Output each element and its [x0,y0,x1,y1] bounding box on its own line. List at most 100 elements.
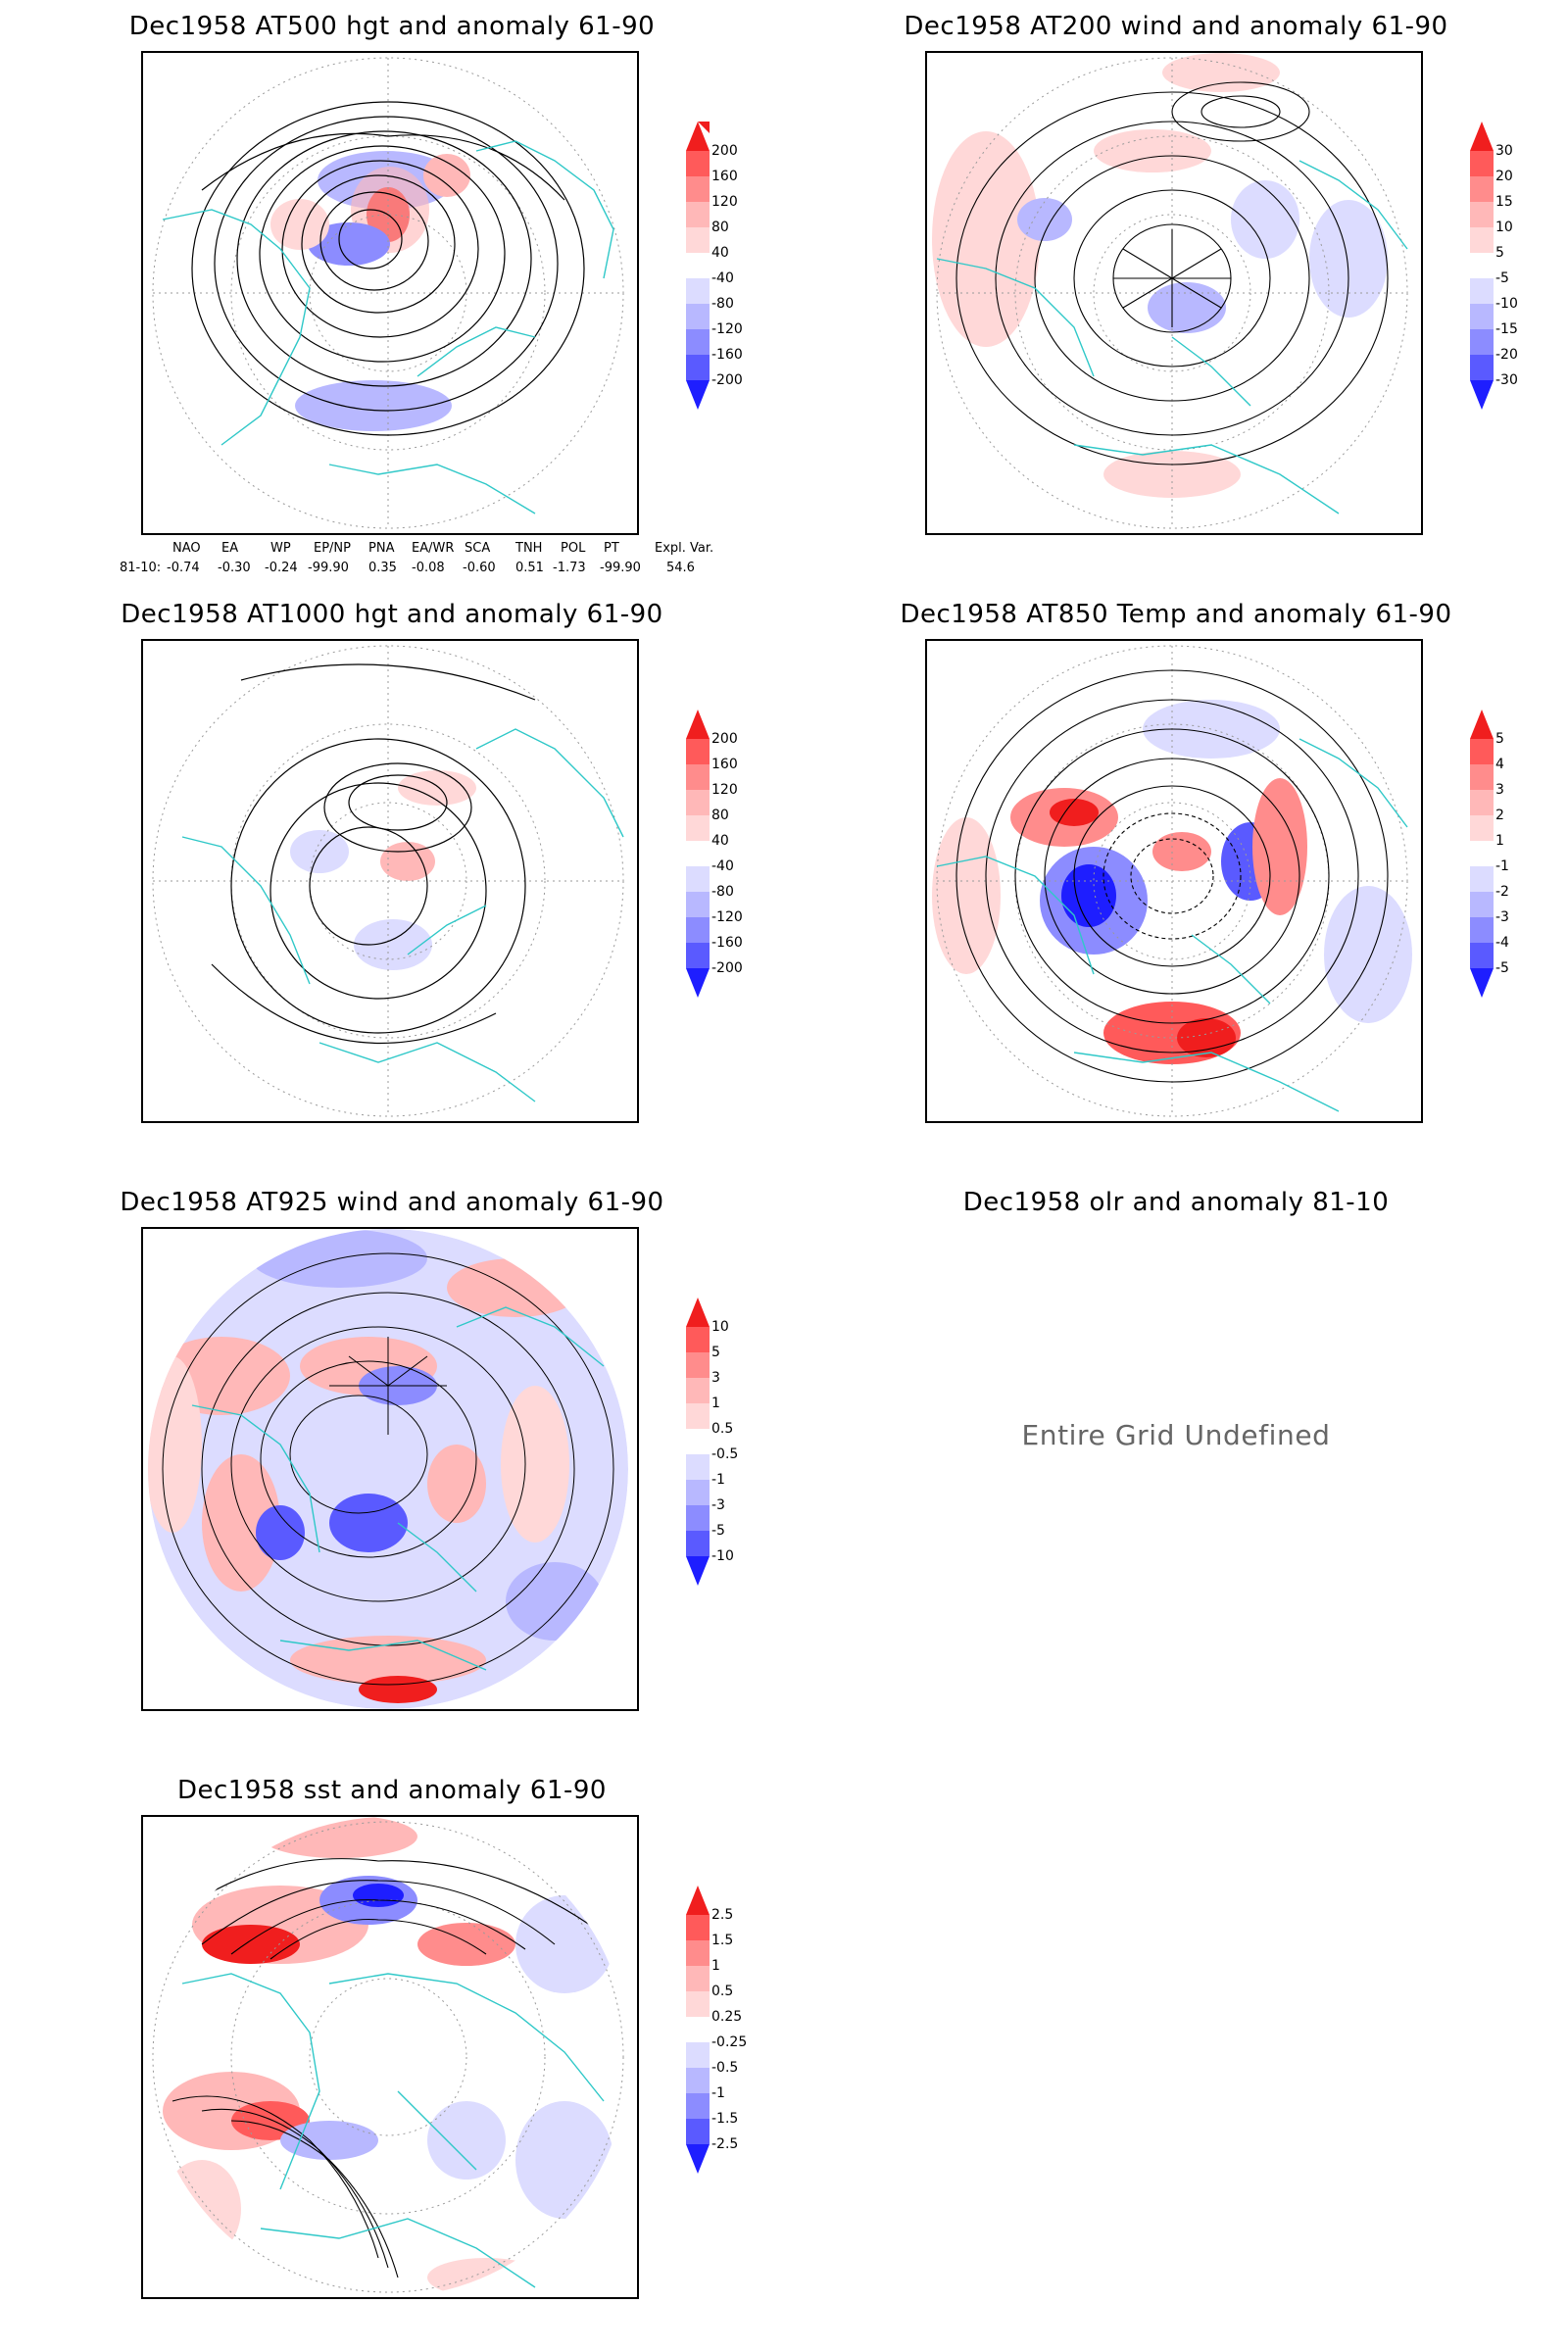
panel-title: Dec1958 sst and anomaly 61-90 [177,1776,607,1805]
map-frame [925,639,1423,1123]
colorbar: 200 160 120 80 40 -40 -80 -120 -160 -200 [686,122,794,445]
colorbar-label: -0.25 [711,2034,748,2050]
colorbar-label: 3 [711,1370,720,1386]
colorbar-label: -15 [1495,321,1518,337]
index-header: EA/WR [412,541,455,556]
colorbar-label: -1 [1495,858,1509,874]
colorbar-label: 5 [711,1345,720,1360]
colorbar-swatches [686,710,710,998]
colorbar-label: -3 [1495,909,1509,925]
colorbar-swatches [686,122,710,410]
colorbar-swatches [686,1298,710,1586]
colorbar-label: -200 [711,372,743,388]
map-frame [925,51,1423,535]
colorbar-label: 80 [711,808,729,823]
colorbar-label: 160 [711,757,738,772]
polar-map [152,1817,624,2297]
index-header: EA [221,541,239,556]
temperature-contours [956,669,1389,1083]
colorbar-label: -200 [711,960,743,976]
colorbar-label: 120 [711,194,738,210]
colorbar-label: 0.5 [711,1421,734,1437]
anomaly-fill [290,770,476,970]
colorbar-swatches [1470,710,1494,998]
colorbar-label: 0.5 [711,1984,734,1999]
panel-at1000: Dec1958 AT1000 hgt and anomaly 61-90 [0,588,784,1176]
colorbar-label: 20 [1495,169,1513,184]
index-value: -0.30 [218,561,251,575]
panel-title: Dec1958 AT500 hgt and anomaly 61-90 [128,12,656,41]
colorbar-label: -1.5 [711,2111,739,2127]
colorbar-label: 5 [1495,245,1504,261]
colorbar-label: 30 [1495,143,1513,159]
colorbar-label: -120 [711,909,743,925]
lat-grid [152,57,624,529]
colorbar-label: 10 [1495,220,1513,235]
colorbar-label: 1.5 [711,1933,734,1948]
index-row-label: 81-10: [120,561,162,575]
index-value: -1.73 [553,561,586,575]
index-value: -0.24 [265,561,298,575]
colorbar-label: -160 [711,935,743,951]
map-frame [141,51,639,535]
colorbar-label: -1 [711,2085,725,2101]
anomaly-fill [270,151,470,431]
colorbar-label: -20 [1495,347,1518,363]
coastlines [181,728,624,1102]
colorbar-label: -80 [711,884,734,900]
polar-map [152,57,624,529]
colorbar-label: -3 [711,1497,725,1513]
index-value: -99.90 [308,561,349,575]
panel-title: Dec1958 AT1000 hgt and anomaly 61-90 [121,600,663,629]
colorbar-label: 1 [1495,833,1504,849]
anomaly-fill [148,1229,628,1709]
coastlines [936,160,1408,514]
colorbar-label: -10 [711,1548,734,1564]
colorbar: 200 160 120 80 40 -40 -80 -120 -160 -200 [686,710,794,1033]
colorbar-label: -80 [711,296,734,312]
index-header: NAO [172,541,201,556]
height-contours [191,101,585,436]
index-header: TNH [515,541,543,556]
colorbar-label: 4 [1495,757,1504,772]
coastlines [162,140,614,514]
colorbar-label: -1 [711,1472,725,1488]
colorbar-label: 120 [711,782,738,798]
lat-grid [936,645,1408,1117]
index-value: -0.08 [412,561,445,575]
polar-map [152,645,624,1117]
streamlines [162,1252,614,1686]
colorbar: 10 5 3 1 0.5 -0.5 -1 -3 -5 -10 [686,1298,794,1621]
colorbar-label: 1 [711,1396,720,1411]
colorbar-label: -5 [1495,960,1509,976]
index-value: -99.90 [600,561,641,575]
panel-olr: Dec1958 olr and anomaly 81-10 Entire Gri… [784,1176,1568,1764]
colorbar-label: 200 [711,731,738,747]
colorbar-swatches [686,1886,710,2174]
undefined-grid-message: Entire Grid Undefined [1021,1419,1331,1451]
panel-title: Dec1958 AT200 wind and anomaly 61-90 [904,12,1448,41]
index-header: POL [561,541,586,556]
polar-map [148,1229,628,1709]
index-header: SCA [465,541,491,556]
panel-at500: Dec1958 AT500 hgt and anomaly 61-90 [0,0,784,588]
colorbar-label: 200 [711,143,738,159]
colorbar-label: 80 [711,220,729,235]
height-contours [211,663,536,1045]
index-header: PNA [368,541,395,556]
sst-contours [162,1858,605,2278]
colorbar-label: 2.5 [711,1907,734,1923]
colorbar-label: -30 [1495,372,1518,388]
anomaly-fill [932,53,1388,498]
colorbar-label: 40 [711,245,729,261]
panel-at850-temp: Dec1958 AT850 Temp and anomaly 61-90 [784,588,1568,1176]
colorbar-label: -5 [711,1523,725,1539]
index-header: EP/NP [314,541,351,556]
colorbar-label: -0.5 [711,1446,739,1462]
map-frame [141,1815,639,2299]
index-value: 54.6 [666,561,695,575]
streamlines [956,81,1389,466]
colorbar: 2.5 1.5 1 0.5 0.25 -0.25 -0.5 -1 -1.5 -2… [686,1886,794,2209]
coastlines [191,1306,605,1671]
colorbar-label: 1 [711,1958,720,1974]
